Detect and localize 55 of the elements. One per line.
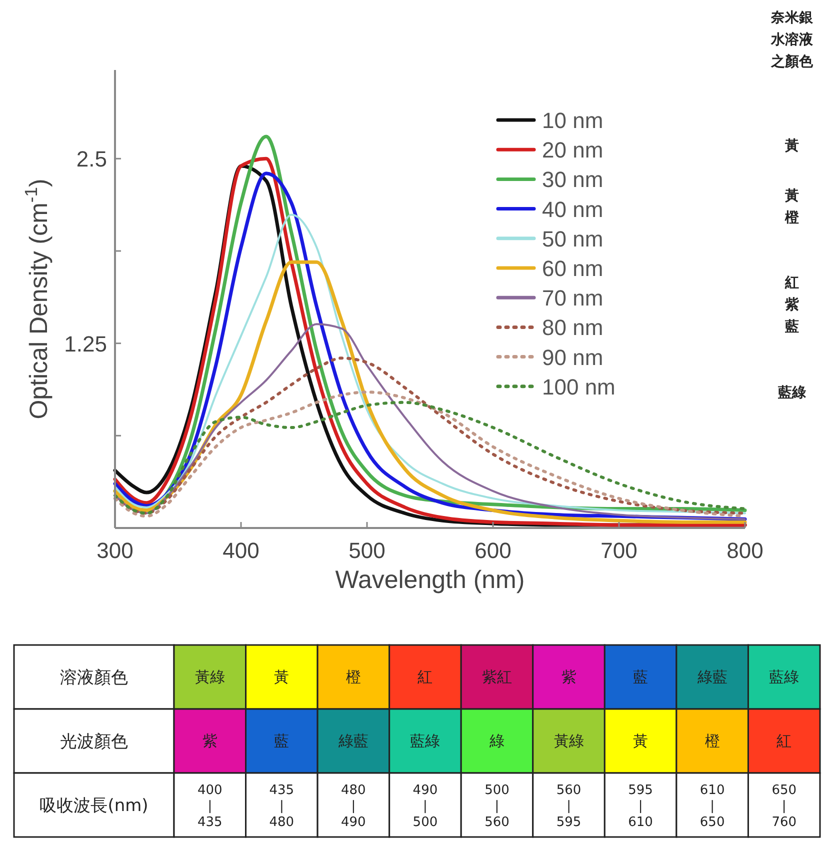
text: 490 | 500 [412, 783, 438, 830]
legend-label: 40 nm [542, 196, 604, 222]
text: 紫 [202, 732, 218, 750]
x-tick-label: 700 [600, 538, 638, 563]
text: 595 | 610 [628, 783, 653, 830]
category-label: 溶液顏色 [60, 668, 128, 688]
text: 橙 [704, 732, 720, 750]
text: 560 | 595 [556, 783, 582, 830]
x-tick-label: 800 [726, 538, 764, 563]
text: 橙 [346, 668, 361, 686]
text: 435 | 480 [269, 783, 294, 830]
legend-label: 90 nm [542, 344, 604, 370]
line-series [113, 260, 747, 524]
category-label: 吸收波長(nm) [40, 796, 148, 816]
text: 藍綠 [410, 732, 440, 750]
legend-label: 30 nm [542, 167, 604, 192]
x-tick-label: 300 [96, 538, 134, 563]
text: 紫紅 [482, 668, 512, 686]
text: 綠 [490, 732, 504, 750]
legend-label: 50 nm [542, 226, 604, 252]
text: 紅紫藍 [784, 275, 799, 335]
text: 500 | 560 [484, 783, 510, 830]
text: 610 | 650 [700, 783, 725, 830]
text: 藍綠 [777, 385, 806, 401]
legend-label: 20 nm [542, 138, 604, 163]
text: 黃綠 [194, 668, 225, 686]
legend-label: 70 nm [542, 286, 604, 311]
legend-label: 100 nm [542, 374, 616, 400]
text: 綠藍 [697, 668, 728, 686]
x-axis-title: Wavelength (nm) [335, 566, 525, 594]
text: 藍綠 [769, 668, 800, 686]
legend-label: 80 nm [542, 315, 604, 340]
x-tick-label: 400 [222, 538, 260, 563]
text: 黃 [633, 732, 648, 750]
y-tick-label: 2.5 [76, 146, 107, 172]
text: 藍 [633, 668, 648, 686]
legend-label: 10 nm [542, 108, 604, 133]
text: 400 | 435 [197, 783, 222, 830]
text: 紅 [776, 732, 792, 750]
text: 綠藍 [338, 732, 368, 750]
text: 紫 [561, 668, 576, 686]
text: 黃 [274, 668, 290, 686]
text: 650 | 760 [772, 783, 797, 830]
text: 藍 [274, 732, 290, 750]
x-tick-label: 500 [348, 538, 386, 563]
category-label: 光波顏色 [60, 732, 128, 752]
text: 黃 [784, 138, 799, 154]
text: 奈米銀水溶液之顏色 [770, 10, 814, 70]
y-tick-label: 1.25 [64, 331, 107, 356]
legend-label: 60 nm [542, 256, 604, 281]
text: 黃橙 [784, 188, 800, 226]
x-tick-label: 600 [474, 538, 512, 563]
text: 480 | 490 [341, 783, 366, 830]
text: 紅 [418, 668, 433, 686]
text: 黃綠 [554, 732, 584, 750]
